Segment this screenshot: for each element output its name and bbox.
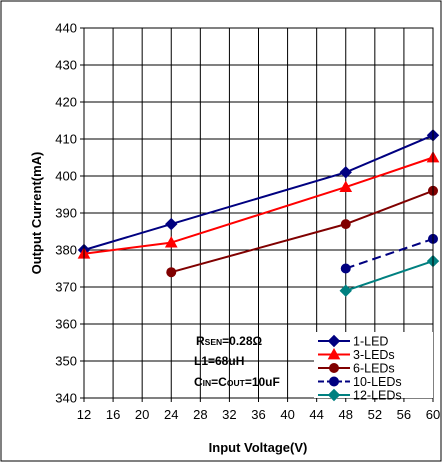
x-tick-label: 48 (339, 407, 353, 422)
y-tick-label: 400 (55, 169, 77, 184)
series-line-segment (170, 186, 347, 244)
x-tick-label: 60 (426, 407, 440, 422)
annotations: RSEN=0.28Ω L1=68uH CIN=COUT=10uF (194, 334, 280, 389)
x-axis-title: Input Voltage(V) (209, 440, 308, 455)
plot-area-border (83, 27, 434, 399)
series-line-segment (345, 134, 434, 174)
x-tick-label: 56 (397, 407, 411, 422)
y-tick-label: 370 (55, 280, 77, 295)
series-line-segment (170, 171, 347, 226)
legend-label: 12-LEDs (353, 389, 402, 403)
data-point (339, 180, 353, 192)
data-point (339, 284, 352, 297)
y-tick-label: 380 (55, 243, 77, 258)
series-line-segment (345, 260, 434, 292)
legend-marker (327, 388, 341, 402)
data-point (164, 236, 178, 248)
series-line-segment (83, 223, 172, 251)
data-point (166, 267, 177, 278)
y-tick-label: 350 (55, 354, 77, 369)
legend-label: 10-LEDs (353, 375, 402, 389)
legend-item: 1-LED (318, 335, 388, 349)
legend-label: 6-LEDs (353, 362, 395, 376)
legend-marker (327, 347, 341, 360)
y-tick-label: 390 (55, 206, 77, 221)
x-tick-label: 16 (106, 407, 120, 422)
annotation-l1: L1=68uH (194, 354, 244, 368)
series-line-segment (345, 156, 434, 189)
series-1-LED (77, 129, 440, 257)
legend-marker (329, 363, 339, 373)
tick-labels: 340 350 360 370 380 390 400 410 420 430 440 12 16 20 2… (55, 21, 440, 423)
data-point (340, 263, 351, 274)
legend-label: 3-LEDs (353, 348, 395, 362)
legend-item: 6-LEDs (318, 362, 395, 376)
legend-item: 3-LEDs (318, 347, 395, 362)
x-tick-label: 20 (135, 407, 149, 422)
y-tick-label: 340 (55, 391, 77, 406)
y-tick-label: 420 (55, 95, 77, 110)
y-tick-label: 410 (55, 132, 77, 147)
x-tick-label: 24 (164, 407, 178, 422)
series-line-segment (345, 189, 434, 226)
y-tick-label: 440 (55, 21, 77, 36)
data-point (340, 219, 351, 230)
y-axis-title: Output Current(mA) (29, 152, 44, 275)
y-tick-label: 360 (55, 317, 77, 332)
y-tick-label: 430 (55, 58, 77, 73)
legend-marker (329, 376, 339, 387)
legend-item: 10-LEDs (318, 375, 402, 389)
x-tick-label: 52 (368, 407, 382, 422)
legend-item: 12-LEDs (318, 389, 402, 403)
series-line-segment (170, 223, 347, 274)
series-6-LEDs (166, 185, 438, 278)
annotation-rsen: RSEN=0.28Ω (196, 334, 263, 348)
series-line-segment (83, 241, 172, 255)
annotation-cin-cout: CIN=COUT=10uF (194, 375, 280, 389)
x-tick-label: 32 (222, 407, 236, 422)
x-tick-label: 40 (280, 407, 294, 422)
series-3-LEDs (77, 150, 440, 259)
x-tick-label: 36 (251, 407, 265, 422)
data-point (339, 166, 352, 179)
x-tick-label: 44 (309, 407, 323, 422)
legend-marker (327, 334, 341, 348)
series-line-segment (345, 237, 434, 270)
x-tick-label: 12 (77, 407, 91, 422)
series-10-LEDs (340, 233, 438, 274)
data-point (165, 217, 178, 231)
legend-label: 1-LED (353, 335, 388, 349)
x-tick-label: 28 (193, 407, 207, 422)
